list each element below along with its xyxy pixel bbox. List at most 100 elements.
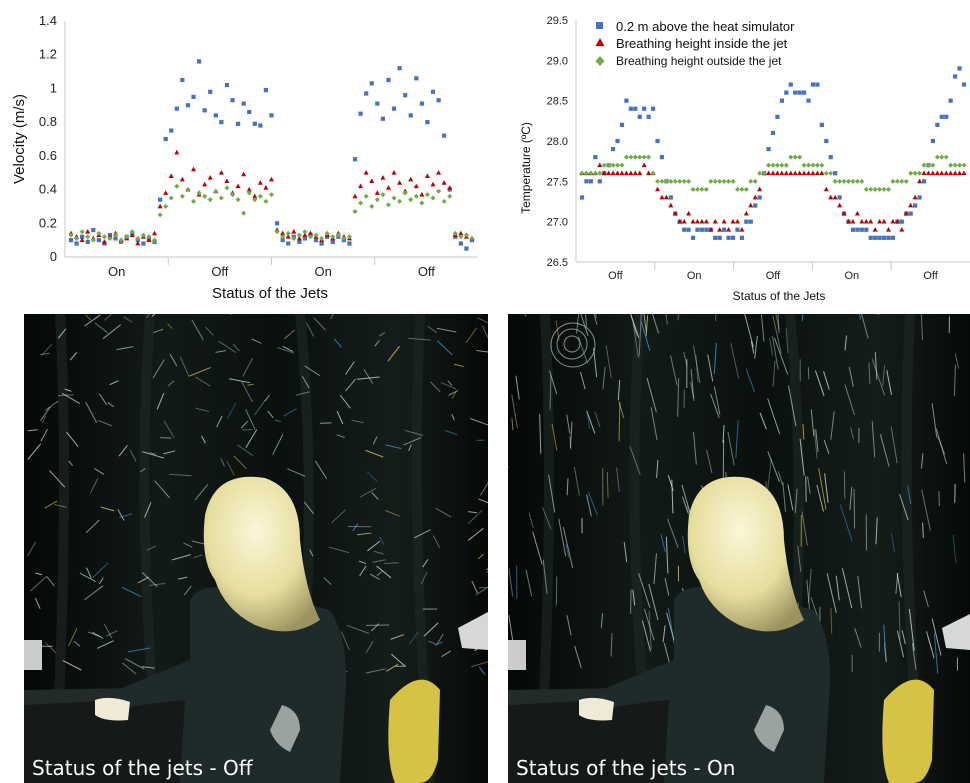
data-point-triangle [752,194,758,200]
particle-streak [477,317,488,324]
particle-streak [149,582,165,586]
data-point-triangle [788,170,794,176]
data-point-square [464,246,469,251]
data-point-square [169,128,174,133]
data-point-diamond [140,232,146,238]
particle-streak [854,628,862,648]
data-point-triangle [766,170,772,176]
particle-streak [896,630,905,658]
data-point-diamond [850,178,856,184]
particle-streak [630,314,638,336]
particle-streak [643,608,655,641]
data-point-diamond [152,237,158,243]
data-point-triangle [637,170,643,176]
data-point-diamond [352,208,358,215]
y-tick-label: 29.5 [547,15,568,27]
particle-streak [106,630,118,637]
data-point-diamond [597,170,603,176]
data-point-square [113,236,118,241]
data-point-triangle [610,170,616,176]
particle-streak [453,363,464,367]
particle-streak [844,384,855,416]
particle-streak [632,323,639,358]
y-tick-label: 0.6 [39,148,57,163]
data-point-triangle [694,218,701,224]
data-point-diamond [646,154,652,160]
data-point-diamond [285,230,291,236]
data-point-diamond [699,186,705,192]
particle-streak [49,470,66,488]
data-point-diamond [79,229,85,235]
particle-streak [154,480,170,499]
particle-streak [427,325,438,334]
particle-streak [807,476,811,494]
particle-streak [35,572,43,576]
particle-streak [423,622,439,637]
particle-streak [84,585,104,601]
x-category-label: Off [608,270,623,282]
data-point-diamond [819,162,825,168]
data-point-triangle [280,230,286,236]
data-point-triangle [218,169,224,175]
particle-streak [830,607,833,634]
data-point-triangle [783,170,789,176]
particle-streak [816,484,824,512]
data-point-diamond [68,232,74,238]
data-point-square [610,146,616,152]
data-point-triangle [921,170,927,176]
particle-streak [64,388,72,392]
data-point-triangle [757,186,763,192]
particle-streak [29,576,47,592]
particle-streak [122,662,137,675]
data-point-triangle [632,170,638,176]
particle-streak [921,489,931,531]
data-point-triangle [739,227,745,232]
data-point-diamond [890,178,896,184]
y-axis-title: Velocity (m/s) [11,94,28,184]
data-point-diamond [313,232,319,238]
data-point-diamond [408,197,414,203]
particle-streak [898,601,901,640]
data-point-triangle [285,234,291,239]
data-point-square [930,138,936,144]
particle-streak [528,512,534,529]
particle-streak [871,421,876,458]
data-point-square [713,235,718,240]
particle-streak [565,544,570,558]
data-point-square [957,66,962,71]
data-point-square [615,138,620,144]
data-point-triangle [734,218,740,224]
particle-streak [861,314,869,339]
particle-streak [511,394,518,429]
data-point-diamond [174,183,180,189]
data-point-square [717,235,722,240]
particle-streak [408,444,412,451]
data-point-square [646,114,651,119]
particle-streak [218,340,237,354]
particle-streak [89,478,99,494]
particle-streak [313,317,326,331]
data-point-triangle [241,171,247,177]
particle-streak [890,533,896,553]
data-point-diamond [129,229,135,235]
data-point-square [213,113,218,118]
particle-streak [722,425,725,443]
data-point-diamond [721,178,727,184]
particle-streak [420,571,428,585]
particle-streak [376,565,392,579]
particle-streak [666,612,675,641]
data-point-square [650,106,656,111]
particle-streak [735,420,739,459]
data-point-square [274,221,280,226]
data-point-square [391,106,397,111]
data-point-triangle [363,169,369,175]
particle-streak [69,352,78,361]
particle-streak [96,640,114,649]
particle-streak [160,437,172,439]
data-point-diamond [712,178,718,184]
data-point-square [403,93,408,98]
data-point-diamond [854,178,860,184]
y-tick-label: 27.5 [547,176,568,188]
data-point-diamond [168,195,174,201]
chair [882,679,934,783]
